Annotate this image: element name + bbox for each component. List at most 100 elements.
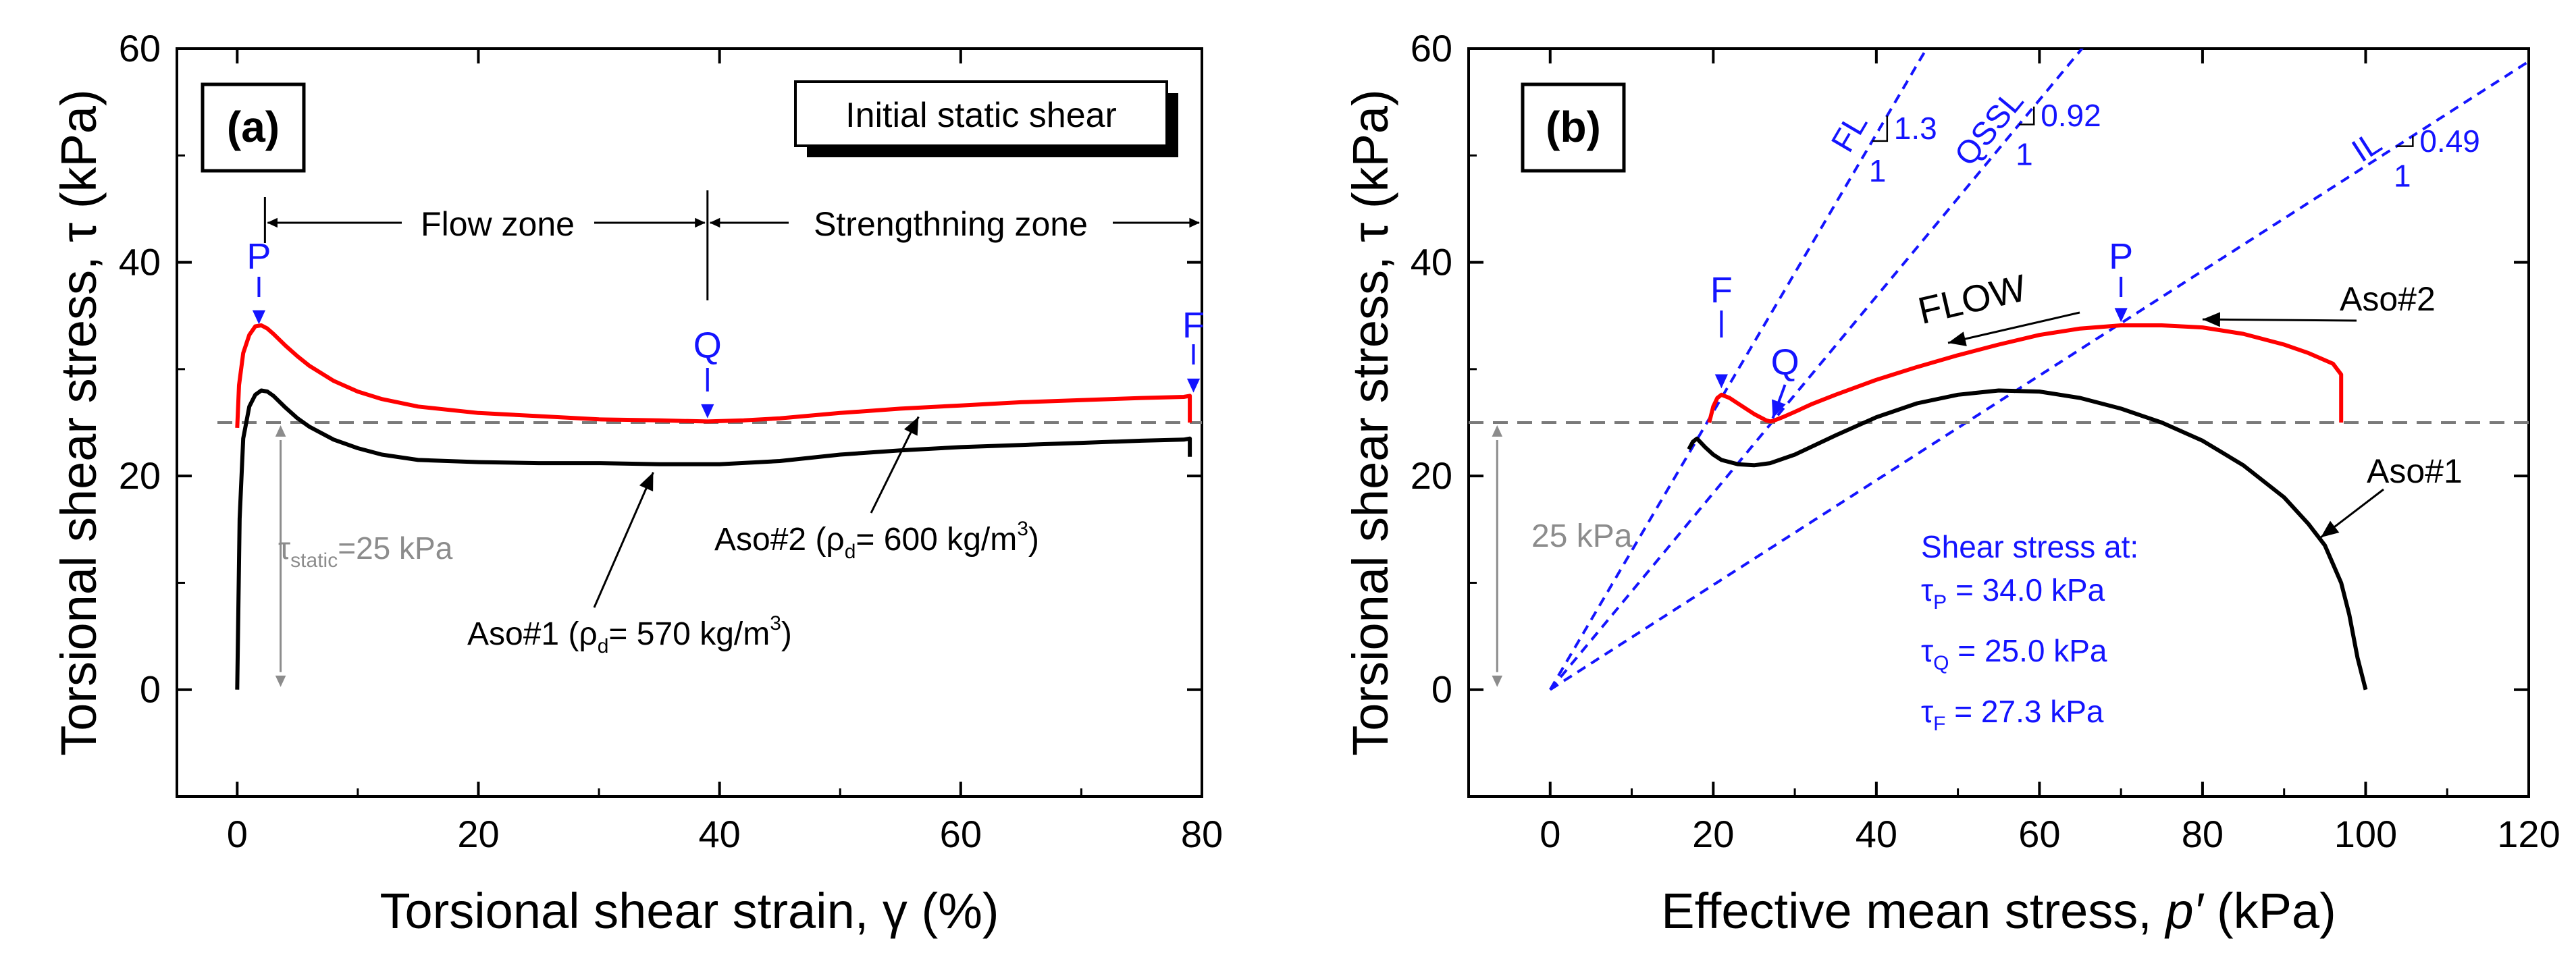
shear-stress-q-subscript: Q bbox=[1933, 652, 1949, 674]
aso1-label-post: ) bbox=[781, 616, 792, 652]
legend-box-text: Initial static shear bbox=[845, 96, 1117, 135]
shear-stress-f-value: = 27.3 kPa bbox=[1946, 694, 2104, 729]
x-axis-label-symbol: γ bbox=[883, 883, 908, 939]
y-axis-label-symbol: τ bbox=[1342, 223, 1398, 242]
panel-label-box bbox=[201, 82, 306, 173]
x-axis-label: Torsional shear strain, γ (%) bbox=[379, 883, 999, 939]
marker-f-arrow bbox=[1186, 378, 1201, 393]
tau-static-subscript: static bbox=[290, 549, 338, 572]
state-line-qssl bbox=[1549, 49, 2084, 691]
strength-zone-text-bg bbox=[789, 201, 1113, 246]
x-tick-label: 20 bbox=[1692, 813, 1734, 855]
static-arrow-head-down bbox=[275, 675, 286, 687]
aso1-label-rho: ρ bbox=[579, 616, 597, 652]
legend-box bbox=[794, 80, 1168, 147]
aso1-label: Aso#1 bbox=[2367, 452, 2463, 490]
aso2-label-mid: = 600 kg/m bbox=[856, 522, 1017, 558]
shear-stress-p-value: = 34.0 kPa bbox=[1947, 572, 2105, 608]
flow-label: FLOW bbox=[1914, 266, 2030, 332]
tau-static-label: τstatic=25 kPa bbox=[278, 531, 453, 572]
aso2-label-pre: Aso#2 ( bbox=[714, 522, 826, 558]
y-tick-label: 0 bbox=[140, 668, 161, 711]
y-tick-label: 20 bbox=[1411, 454, 1452, 497]
flow-zone-arrow-right bbox=[695, 217, 706, 228]
aso1-label-sub: d bbox=[598, 635, 609, 657]
shear-stress-f-symbol: τ bbox=[1921, 694, 1933, 729]
state-lines bbox=[1549, 49, 2529, 691]
shear-stress-header: Shear stress at: bbox=[1921, 529, 2138, 564]
marker-q-arrow bbox=[701, 404, 714, 418]
x-tick-label: 100 bbox=[2334, 813, 2397, 855]
static-arrow-head-up bbox=[275, 425, 286, 437]
aso1-leader-shaft bbox=[593, 472, 654, 608]
y-axis-label-text: Torsional shear stress, bbox=[1342, 242, 1398, 756]
x-tick-label: 0 bbox=[1540, 813, 1560, 855]
aso1-label-sup: 3 bbox=[770, 612, 781, 634]
x-tick-label: 80 bbox=[2182, 813, 2224, 855]
slope-triangle-qssl bbox=[2019, 106, 2035, 126]
strength-zone-label: Strengthning zone bbox=[814, 205, 1088, 243]
static-value-label: 25 kPa bbox=[1531, 518, 1633, 554]
marker-p-arrow bbox=[2114, 308, 2128, 323]
flow-zone-label: Flow zone bbox=[421, 205, 575, 243]
x-tick-label: 40 bbox=[698, 813, 740, 855]
aso1-label-pre: Aso#1 ( bbox=[467, 616, 579, 652]
marker-p-label: P bbox=[246, 236, 271, 277]
slope-rise-il: 0.49 bbox=[2419, 124, 2480, 159]
aso2-leader-head bbox=[903, 416, 919, 436]
shear-stress-q-value: = 25.0 kPa bbox=[1949, 633, 2107, 668]
y-tick-label: 60 bbox=[1411, 27, 1452, 70]
x-axis-label-unit: (%) bbox=[908, 883, 999, 939]
panel-label-box bbox=[1521, 82, 1626, 173]
y-tick-label: 40 bbox=[119, 241, 161, 284]
aso2-label-post: ) bbox=[1028, 522, 1039, 558]
marker-q-leader-head bbox=[1772, 399, 1786, 418]
aso2-label-rho: ρ bbox=[826, 522, 844, 558]
x-axis-label-text: Effective mean stress, bbox=[1661, 883, 2165, 939]
aso1-leader-head bbox=[2321, 520, 2340, 538]
shear-stress-p-symbol: τ bbox=[1921, 572, 1933, 608]
y-axis-label: Torsional shear stress, τ (kPa) bbox=[1342, 89, 1398, 755]
x-tick-label: 60 bbox=[940, 813, 982, 855]
marker-f-label: F bbox=[1710, 270, 1733, 310]
tau-static-symbol: τ bbox=[278, 531, 290, 566]
x-axis-label: Effective mean stress, p′ (kPa) bbox=[1661, 883, 2336, 939]
aso1-label: Aso#1 (ρd= 570 kg/m3) bbox=[467, 612, 792, 657]
y-axis-label-unit: (kPa) bbox=[1342, 89, 1398, 222]
slope-run-qssl: 1 bbox=[2016, 136, 2033, 171]
slope-rise-qssl: 0.92 bbox=[2041, 98, 2101, 133]
slope-triangle-il bbox=[2396, 136, 2414, 147]
aso2-leader-head bbox=[2202, 312, 2221, 327]
x-axis-label-unit: (kPa) bbox=[2203, 883, 2336, 939]
marker-f-arrow bbox=[1714, 374, 1728, 389]
aso1-leader-head bbox=[639, 472, 654, 491]
aso2-label-sup: 3 bbox=[1017, 518, 1028, 540]
marker-q-label: Q bbox=[693, 325, 722, 366]
series-aso1-line bbox=[1687, 388, 2368, 691]
marker-p-arrow bbox=[252, 310, 266, 325]
y-axis-label-text: Torsional shear stress, bbox=[51, 242, 107, 756]
series-aso2-line bbox=[1707, 323, 2344, 424]
aso2-leader-shaft bbox=[2202, 318, 2357, 322]
panel-label: (b) bbox=[1546, 103, 1601, 151]
shear-stress-f-subscript: F bbox=[1933, 713, 1945, 735]
y-tick-label: 0 bbox=[1431, 668, 1452, 711]
aso2-label: Aso#2 bbox=[2340, 280, 2436, 318]
x-tick-label: 0 bbox=[227, 813, 248, 855]
series-aso1-line bbox=[235, 388, 1192, 690]
shear-stress-q-symbol: τ bbox=[1921, 633, 1933, 668]
marker-f-label: F bbox=[1182, 305, 1205, 346]
y-tick-label: 40 bbox=[1411, 241, 1452, 284]
state-line-label-fl: FL bbox=[1824, 107, 1874, 158]
aso1-label-mid: = 570 kg/m bbox=[608, 616, 770, 652]
marker-q-label: Q bbox=[1771, 342, 1799, 383]
y-axis-label-symbol: τ bbox=[51, 223, 107, 242]
slope-run-il: 1 bbox=[2394, 159, 2411, 194]
shear-stress-p-subscript: P bbox=[1933, 591, 1947, 614]
tau-static-value: =25 kPa bbox=[338, 531, 452, 566]
flow-zone-arrow-left bbox=[267, 217, 278, 228]
chart-b: 0 20 40 60 80 100 120 0 20 40 60 Effective mean str… bbox=[1342, 27, 2560, 939]
static-arrow-head-down bbox=[1492, 675, 1503, 687]
marker-p-label: P bbox=[2109, 236, 2133, 277]
state-line-fl bbox=[1549, 49, 1928, 691]
